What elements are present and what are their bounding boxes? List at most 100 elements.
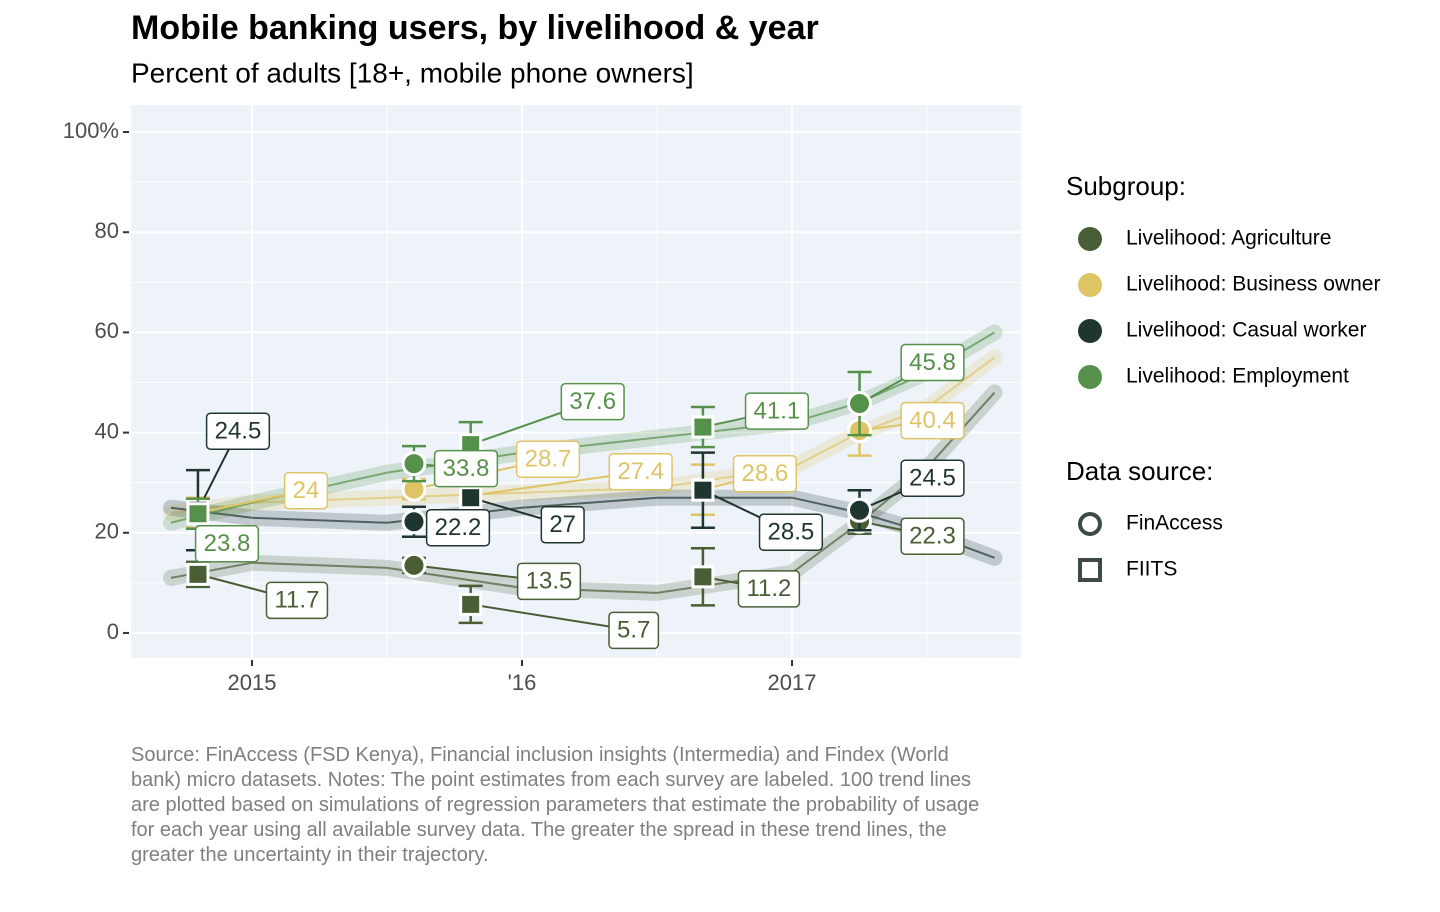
- data-label-box: [608, 452, 673, 491]
- point: [459, 486, 483, 510]
- data-label-group: 33.8: [433, 449, 499, 488]
- data-label-box: [560, 382, 625, 421]
- data-label-group: 5.7: [608, 611, 660, 650]
- caption: Source: FinAccess (FSD Kenya), Financial…: [131, 744, 980, 866]
- data-label-group: 27: [540, 505, 585, 544]
- legend-label: Livelihood: Agriculture: [1126, 227, 1331, 250]
- legend-swatch: [1078, 227, 1102, 251]
- legend-label: Livelihood: Employment: [1126, 365, 1349, 388]
- data-label: 23.8: [204, 530, 251, 557]
- legend-label: Livelihood: Business owner: [1126, 273, 1380, 296]
- data-label-group: 28.7: [515, 440, 581, 478]
- legend-title: Data source:: [1066, 456, 1213, 486]
- data-label-group: 13.5: [516, 562, 582, 601]
- point: [847, 497, 873, 523]
- data-label-group: 24.5: [900, 459, 965, 497]
- data-label: 28.7: [525, 446, 572, 473]
- y-tick-label: 20: [95, 519, 119, 544]
- legend-swatch: [1078, 558, 1102, 582]
- legend-swatch: [1078, 365, 1102, 389]
- y-tick-label: 80: [95, 218, 119, 243]
- data-label-box: [900, 343, 965, 382]
- data-label-group: 37.6: [560, 382, 625, 421]
- data-label: 11.2: [746, 575, 791, 602]
- y-tick-label: 0: [107, 619, 119, 644]
- chart-title: Mobile banking users, by livelihood & ye…: [131, 9, 819, 47]
- point: [186, 502, 210, 526]
- point: [691, 478, 715, 502]
- data-label-box: [283, 471, 329, 510]
- data-label-group: 23.8: [194, 524, 260, 563]
- data-label-group: 22.2: [425, 509, 491, 547]
- point: [186, 562, 210, 586]
- label-connector: [470, 603, 634, 632]
- data-label: 13.5: [526, 568, 573, 595]
- data-label: 27: [549, 511, 576, 538]
- data-label-box: [900, 401, 965, 440]
- data-label-group: 41.1: [744, 392, 810, 430]
- data-label: 24.5: [909, 465, 956, 492]
- x-tick-label: 2015: [227, 670, 276, 695]
- data-label-group: 45.8: [900, 343, 965, 382]
- data-label-box: [515, 440, 581, 478]
- legend-label: FIITS: [1126, 558, 1177, 581]
- data-label: 22.3: [909, 523, 956, 550]
- point: [401, 552, 427, 578]
- data-label: 33.8: [443, 455, 490, 482]
- data-label: 28.6: [742, 460, 789, 487]
- data-label-box: [540, 505, 585, 544]
- data-label: 5.7: [617, 617, 650, 644]
- y-tick-label: 60: [95, 318, 119, 343]
- x-tick-label: 2017: [768, 670, 817, 695]
- data-label: 22.2: [435, 514, 482, 541]
- point: [459, 592, 483, 616]
- data-label-group: 22.3: [900, 517, 965, 556]
- point: [847, 391, 873, 417]
- legend-swatch: [1078, 273, 1102, 297]
- data-label-box: [758, 513, 824, 551]
- legend-label: Livelihood: Casual worker: [1126, 319, 1366, 342]
- data-label: 41.1: [754, 397, 801, 424]
- point: [691, 565, 715, 589]
- data-label: 27.4: [617, 458, 664, 485]
- chart-subtitle: Percent of adults [18+, mobile phone own…: [131, 57, 694, 88]
- data-label: 37.6: [569, 388, 616, 415]
- data-label: 28.5: [768, 519, 815, 546]
- data-label-box: [744, 392, 810, 430]
- data-label-group: 11.7: [265, 581, 329, 620]
- data-label-box: [608, 611, 660, 650]
- data-label-box: [516, 562, 582, 601]
- y-tick-label: 40: [95, 418, 119, 443]
- data-label-box: [425, 509, 491, 547]
- legend-title: Subgroup:: [1066, 171, 1186, 201]
- data-label: 40.4: [909, 407, 956, 434]
- data-label-box: [737, 570, 801, 608]
- data-label: 11.7: [274, 587, 319, 614]
- data-label-group: 40.4: [900, 401, 965, 440]
- data-label-group: 28.5: [758, 513, 824, 551]
- point: [401, 509, 427, 535]
- x-tick-label: '16: [508, 670, 537, 695]
- data-label-group: 27.4: [608, 452, 673, 491]
- data-label-box: [732, 454, 798, 493]
- data-label-group: 24: [283, 471, 329, 510]
- point: [691, 415, 715, 439]
- data-label-box: [900, 459, 965, 497]
- data-label-group: 11.2: [737, 570, 801, 608]
- data-label: 24.5: [215, 418, 262, 445]
- data-label: 24: [293, 477, 320, 504]
- data-label-box: [433, 449, 499, 488]
- legend-swatch: [1078, 512, 1102, 536]
- data-label-group: 28.6: [732, 454, 798, 493]
- data-label-group: 24.5: [205, 412, 271, 450]
- y-tick-label: 100%: [63, 118, 119, 143]
- data-label-box: [194, 524, 260, 563]
- data-label-box: [205, 412, 271, 450]
- data-label-box: [900, 517, 965, 556]
- legend-swatch: [1078, 319, 1102, 343]
- data-label: 45.8: [909, 349, 956, 376]
- data-label-box: [265, 581, 329, 620]
- point: [401, 451, 427, 477]
